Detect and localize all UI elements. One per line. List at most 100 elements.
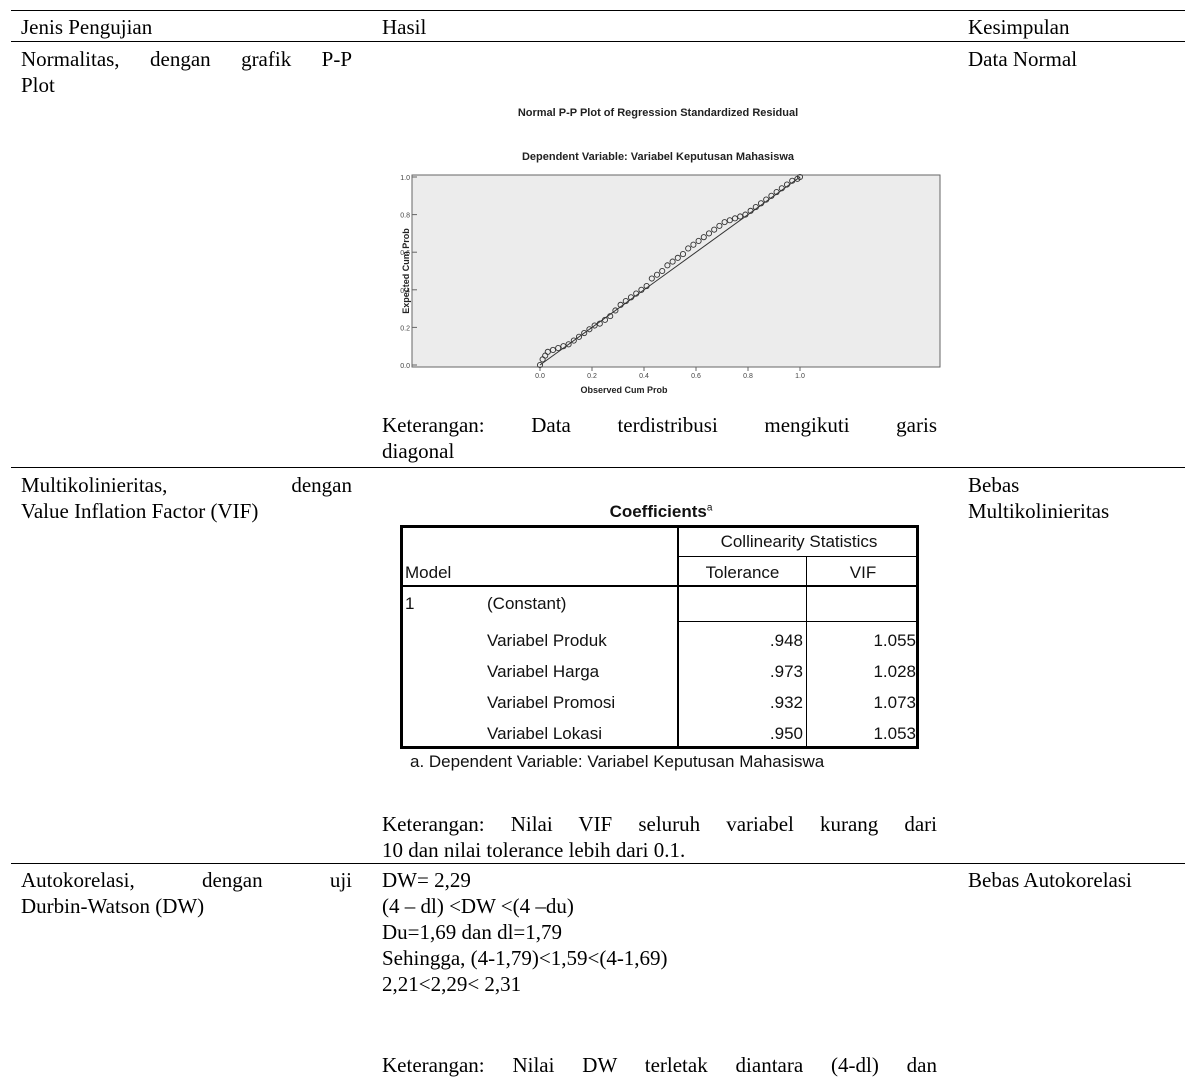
x-tick-label: 0.2 bbox=[587, 373, 597, 380]
data-point bbox=[622, 298, 629, 305]
x-axis-ticks: 0.0 0.2 0.4 0.6 0.8 1.0 bbox=[535, 367, 805, 380]
x-tick-label: 0.0 bbox=[535, 373, 545, 380]
y-axis-label: Expected Cum Prob bbox=[401, 228, 411, 314]
y-tick-label: 0.4 bbox=[400, 288, 410, 295]
data-point bbox=[778, 185, 785, 192]
row2-note-line2: 10 dan nilai tolerance lebih dari 0.1. bbox=[382, 838, 686, 862]
data-point bbox=[669, 258, 676, 265]
coef-group-header: Collinearity Statistics bbox=[720, 532, 878, 551]
data-point bbox=[581, 329, 588, 337]
row3-result-line: (4 – dl) <DW <(4 –du) bbox=[382, 894, 574, 918]
data-point bbox=[555, 345, 562, 352]
data-point bbox=[742, 211, 749, 218]
row3-result-line: Du=1,69 dan dl=1,79 bbox=[382, 920, 563, 944]
data-point bbox=[627, 294, 635, 301]
row3-result-line: Sehingga, (4-1,79)<1,59<(4-1,69) bbox=[382, 946, 668, 970]
coef-row-tolerance: .948 bbox=[769, 631, 803, 650]
x-tick-label: 0.4 bbox=[639, 373, 649, 380]
data-point bbox=[633, 290, 640, 297]
data-point bbox=[643, 282, 650, 290]
data-point bbox=[705, 230, 713, 237]
row3-result-line: 2,21<2,29< 2,31 bbox=[382, 972, 522, 996]
plot-area bbox=[411, 174, 941, 368]
diagonal-reference-line bbox=[539, 176, 801, 366]
data-point bbox=[659, 267, 666, 275]
coef-rule-header-bottom bbox=[400, 585, 919, 587]
coef-col-vif: VIF bbox=[849, 563, 877, 582]
data-point bbox=[783, 181, 791, 188]
data-point bbox=[737, 213, 744, 220]
header-col-test: Jenis Pengujian bbox=[21, 15, 153, 39]
data-point bbox=[690, 241, 697, 248]
header-col-result: Hasil bbox=[382, 15, 427, 39]
coef-row-vif: 1.073 bbox=[873, 693, 916, 712]
coefficients-table bbox=[400, 525, 919, 749]
data-point bbox=[638, 286, 645, 293]
data-point bbox=[763, 196, 770, 203]
data-point bbox=[731, 215, 739, 222]
row1-bottom-rule bbox=[11, 467, 1185, 468]
row2-bottom-rule bbox=[11, 863, 1185, 864]
y-tick-label: 0.0 bbox=[400, 363, 410, 370]
data-point bbox=[612, 307, 619, 314]
row1-test-line1: Normalitas, dengan grafik P-P bbox=[21, 47, 352, 71]
coef-row-vif: 1.055 bbox=[873, 631, 916, 650]
row1-test-line2: Plot bbox=[21, 73, 55, 97]
row3-test-line1: Autokorelasi, dengan uji bbox=[21, 868, 352, 892]
coef-col-tolerance: Tolerance bbox=[705, 563, 780, 582]
data-point bbox=[586, 326, 593, 333]
data-point bbox=[607, 313, 614, 320]
coefficients-title-sup: a bbox=[706, 502, 713, 514]
data-point bbox=[685, 245, 692, 252]
coef-row-vif: 1.053 bbox=[873, 724, 916, 743]
coef-row-tolerance: .973 bbox=[769, 662, 803, 681]
coef-rule-vertical-model bbox=[677, 525, 679, 749]
coef-rule-collinearity bbox=[678, 556, 919, 557]
data-point bbox=[789, 177, 796, 184]
header-col-conclusion: Kesimpulan bbox=[968, 15, 1070, 39]
x-axis-label: Observed Cum Prob bbox=[580, 385, 668, 395]
x-tick-label: 1.0 bbox=[795, 373, 805, 380]
data-point bbox=[591, 322, 598, 329]
data-point bbox=[601, 316, 609, 323]
header-bottom-rule bbox=[11, 41, 1185, 42]
row3-test-line2: Durbin-Watson (DW) bbox=[21, 894, 205, 918]
data-point bbox=[747, 207, 754, 214]
data-point bbox=[700, 234, 707, 241]
coef-model-number: 1 bbox=[405, 594, 415, 613]
coef-row-vif: 1.028 bbox=[873, 662, 916, 681]
coef-row-name: Variabel Promosi bbox=[487, 693, 616, 712]
data-point bbox=[695, 237, 702, 244]
data-point bbox=[679, 251, 687, 258]
chart-title: Normal P-P Plot of Regression Standardiz… bbox=[518, 107, 798, 119]
data-point bbox=[726, 217, 733, 224]
data-point bbox=[575, 333, 583, 340]
data-point bbox=[721, 219, 728, 226]
chart-subtitle: Dependent Variable: Variabel Keputusan M… bbox=[522, 151, 795, 163]
data-point bbox=[711, 226, 718, 233]
data-point bbox=[796, 173, 804, 181]
x-tick-label: 0.6 bbox=[691, 373, 701, 380]
row2-conclusion-line1: Bebas bbox=[968, 473, 1020, 497]
row1-note-line1: Keterangan: Data terdistribusi mengikuti… bbox=[382, 413, 937, 437]
data-point bbox=[716, 222, 723, 229]
coef-footnote: a. Dependent Variable: Variabel Keputusa… bbox=[410, 752, 825, 771]
data-point bbox=[549, 346, 557, 354]
row2-test-line2: Value Inflation Factor (VIF) bbox=[21, 499, 259, 523]
data-point bbox=[674, 254, 681, 261]
coef-row-tolerance: .950 bbox=[769, 724, 803, 743]
row3-conclusion: Bebas Autokorelasi bbox=[968, 868, 1132, 892]
coefficients-title-text: Coefficients bbox=[609, 502, 707, 521]
data-point bbox=[596, 320, 603, 327]
table-top-rule bbox=[11, 10, 1185, 11]
coef-rule-vertical-vif bbox=[806, 557, 807, 749]
x-tick-label: 0.8 bbox=[743, 373, 753, 380]
pp-plot-chart: Normal P-P Plot of Regression Standardiz… bbox=[400, 107, 941, 395]
row1-conclusion: Data Normal bbox=[968, 47, 1078, 71]
coef-row-name: Variabel Lokasi bbox=[487, 724, 602, 743]
data-point bbox=[757, 200, 765, 207]
row3-result-line: DW= 2,29 bbox=[382, 868, 471, 892]
data-point bbox=[544, 348, 551, 355]
row2-conclusion-line2: Multikolinieritas bbox=[968, 499, 1110, 523]
data-point bbox=[773, 188, 780, 196]
